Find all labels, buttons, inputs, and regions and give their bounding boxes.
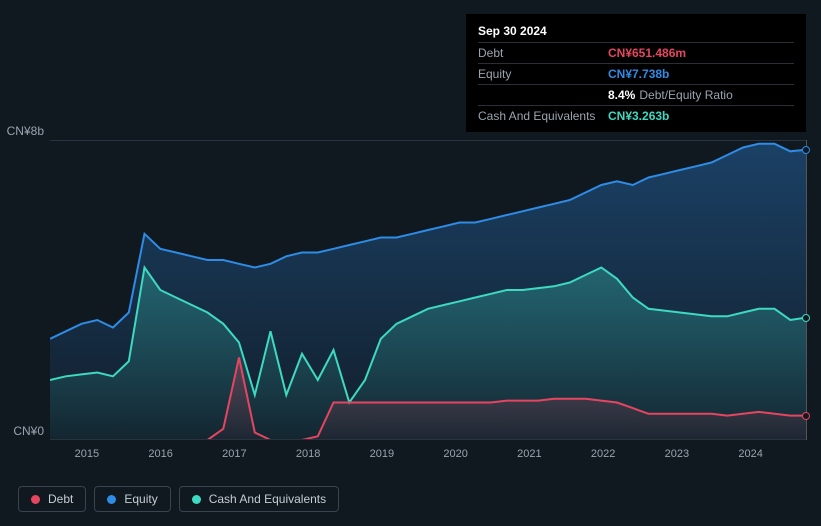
legend-dot: [107, 495, 116, 504]
series-end-marker-equity: [802, 146, 810, 154]
series-end-marker-cash: [802, 314, 810, 322]
x-tick: 2020: [443, 448, 467, 460]
tooltip-row-label: [478, 88, 608, 102]
tooltip-row: DebtCN¥651.486m: [478, 42, 794, 63]
tooltip-row-label: Equity: [478, 67, 608, 81]
x-tick: 2015: [75, 448, 99, 460]
chart-legend: Debt Equity Cash And Equivalents: [18, 486, 339, 512]
chart-svg: [50, 140, 806, 440]
tooltip-row-label: Cash And Equivalents: [478, 109, 608, 123]
x-axis: 2015 2016 2017 2018 2019 2020 2021 2022 2023 2024: [50, 448, 806, 468]
tooltip-row: EquityCN¥7.738b: [478, 63, 794, 84]
legend-item-equity[interactable]: Equity: [94, 486, 170, 512]
x-tick: 2017: [222, 448, 246, 460]
legend-dot: [192, 495, 201, 504]
debt-equity-chart-container: { "tooltip": { "date": "Sep 30 2024", "r…: [0, 0, 821, 526]
tooltip-row-note: Debt/Equity Ratio: [639, 88, 732, 102]
x-tick: 2022: [591, 448, 615, 460]
tooltip-row-value: CN¥7.738b: [608, 67, 669, 81]
legend-label: Debt: [48, 492, 73, 506]
tooltip-row-value: CN¥3.263b: [608, 109, 669, 123]
x-tick: 2016: [148, 448, 172, 460]
tooltip-row: Cash And EquivalentsCN¥3.263b: [478, 105, 794, 126]
tooltip-row-label: Debt: [478, 46, 608, 60]
legend-label: Equity: [124, 492, 157, 506]
y-axis-label-top: CN¥8b: [0, 124, 44, 138]
x-tick: 2019: [370, 448, 394, 460]
x-tick: 2021: [517, 448, 541, 460]
legend-item-cash-and-equivalents[interactable]: Cash And Equivalents: [179, 486, 339, 512]
legend-label: Cash And Equivalents: [209, 492, 326, 506]
y-axis-label-bottom: CN¥0: [0, 424, 44, 438]
legend-dot: [31, 495, 40, 504]
tooltip-row-value: 8.4%Debt/Equity Ratio: [608, 88, 733, 102]
x-tick: 2023: [665, 448, 689, 460]
chart-tooltip: Sep 30 2024 DebtCN¥651.486mEquityCN¥7.73…: [466, 14, 806, 132]
legend-item-debt[interactable]: Debt: [18, 486, 86, 512]
tooltip-row: 8.4%Debt/Equity Ratio: [478, 84, 794, 105]
tooltip-date: Sep 30 2024: [478, 20, 794, 42]
series-end-marker-debt: [802, 412, 810, 420]
x-tick: 2018: [296, 448, 320, 460]
tooltip-cursor-line: [806, 140, 807, 440]
chart-plot-area[interactable]: [50, 140, 806, 440]
x-tick: 2024: [738, 448, 762, 460]
tooltip-row-value: CN¥651.486m: [608, 46, 686, 60]
